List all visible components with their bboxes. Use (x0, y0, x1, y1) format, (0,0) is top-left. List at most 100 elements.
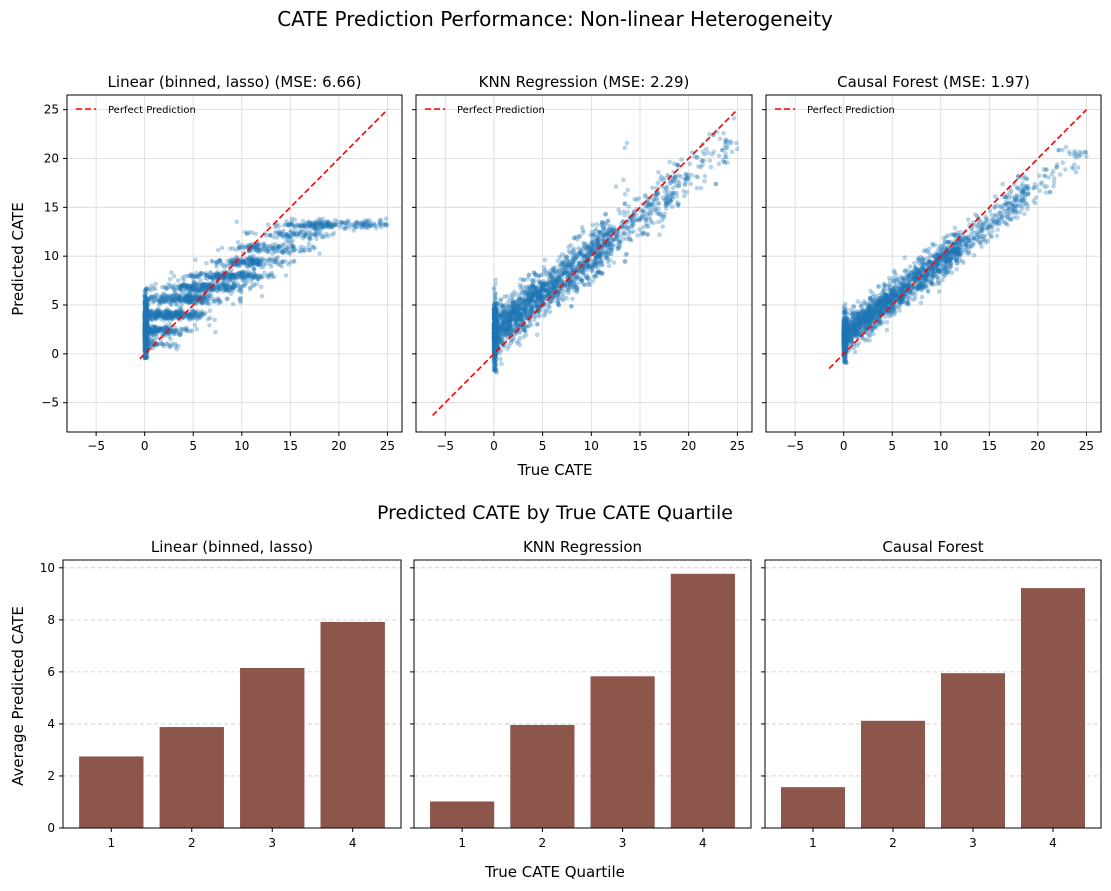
scatter-point (142, 325, 148, 331)
scatter-point (369, 223, 375, 228)
scatter-point (142, 313, 147, 319)
scatter-point (240, 271, 245, 277)
scatter-point (199, 309, 205, 314)
scatter-point (234, 271, 239, 277)
scatter-point (165, 313, 170, 319)
scatter-point (707, 132, 712, 137)
scatter-point (155, 342, 160, 347)
y-tick-label: 15 (44, 200, 59, 214)
scatter-point (217, 273, 223, 279)
scatter-point (683, 172, 689, 177)
scatter-point (142, 327, 148, 333)
scatter-point (284, 232, 290, 238)
scatter-point (291, 259, 297, 264)
scatter-point (171, 273, 177, 279)
scatter-point (265, 222, 271, 227)
scatter-point (627, 236, 633, 242)
scatter-point (192, 297, 198, 302)
scatter-point (224, 296, 230, 302)
scatter-point (210, 287, 215, 292)
scatter-point (496, 335, 501, 341)
scatter-point (144, 332, 150, 337)
scatter-point (151, 315, 157, 321)
scatter-point (598, 255, 603, 260)
scatter-point (358, 224, 364, 230)
scatter-point (153, 316, 158, 321)
scatter-point (143, 331, 148, 336)
scatter-point (254, 261, 260, 267)
scatter-point (161, 315, 167, 321)
scatter-point (248, 258, 254, 264)
scatter-point (207, 308, 213, 314)
scatter-point (633, 217, 639, 223)
scatter-point (173, 329, 178, 334)
scatter-point (621, 177, 626, 183)
scatter-point (148, 288, 153, 293)
scatter-point (297, 248, 303, 253)
scatter-point (182, 273, 188, 279)
scatter-point (317, 220, 323, 226)
scatter-point (379, 224, 384, 230)
scatter-point (152, 295, 158, 301)
scatter-point (156, 311, 161, 317)
scatter-point (262, 270, 267, 276)
scatter-point (150, 328, 156, 333)
scatter-point (152, 311, 158, 317)
scatter-point (142, 334, 147, 340)
scatter-point (572, 255, 578, 261)
scatter-point (622, 191, 628, 197)
scatter-point (311, 222, 316, 228)
scatter-point (241, 259, 247, 265)
scatter-point (145, 341, 150, 347)
scatter-point (143, 317, 149, 322)
scatter-point (590, 222, 595, 228)
scatter-point (245, 273, 251, 279)
scatter-point (143, 317, 149, 323)
scatter-point (203, 310, 208, 316)
scatter-point (596, 269, 602, 275)
scatter-point (143, 287, 149, 293)
scatter-point (184, 328, 189, 334)
scatter-point (178, 286, 183, 291)
scatter-point (498, 356, 503, 362)
scatter-point (316, 225, 322, 230)
scatter-point (254, 274, 260, 279)
scatter-point (280, 259, 285, 265)
scatter-point (521, 334, 526, 340)
scatter-point (569, 262, 575, 267)
scatter-point (143, 329, 148, 335)
scatter-point (143, 307, 149, 312)
scatter-point (213, 272, 219, 278)
scatter-point (142, 326, 148, 332)
scatter-point (207, 274, 212, 280)
scatter-point (144, 301, 150, 307)
scatter-point (143, 340, 148, 346)
scatter-point (153, 331, 158, 337)
scatter-point (142, 329, 148, 335)
scatter-point (165, 309, 170, 315)
scatter-point (290, 238, 296, 243)
scatter-point (316, 220, 321, 225)
scatter-point (142, 333, 148, 339)
scatter-point (147, 286, 153, 292)
scatter-point (543, 267, 548, 273)
scatter-point (142, 355, 148, 361)
scatter-point (173, 298, 178, 304)
scatter-point (189, 298, 195, 304)
scatter-point (184, 327, 189, 333)
scatter-point (229, 284, 235, 290)
scatter-point (492, 342, 497, 348)
scatter-point (189, 328, 195, 334)
scatter-point (185, 292, 191, 298)
scatter-point (167, 309, 172, 314)
scatter-point (144, 305, 149, 310)
scatter-point (144, 339, 150, 344)
scatter-point (514, 309, 520, 315)
scatter-point (188, 298, 193, 304)
scatter-point (174, 328, 180, 334)
scatter-point (269, 264, 274, 269)
scatter-point (187, 292, 192, 297)
scatter-point (177, 295, 182, 301)
scatter-point (292, 247, 297, 253)
scatter-point (193, 257, 198, 263)
